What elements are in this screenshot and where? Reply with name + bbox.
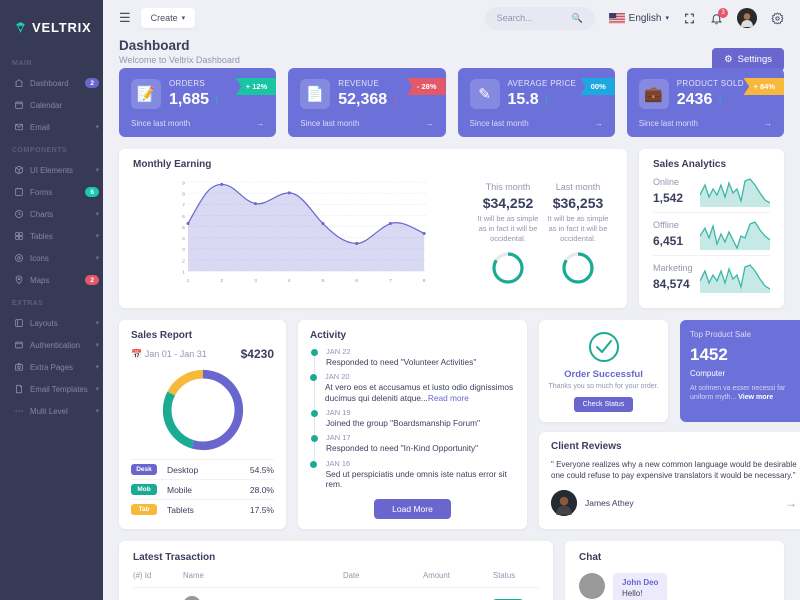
svg-text:7: 7 bbox=[389, 278, 392, 284]
svg-text:4: 4 bbox=[182, 236, 185, 242]
svg-text:4: 4 bbox=[288, 278, 291, 284]
svg-text:3: 3 bbox=[254, 278, 257, 284]
svg-text:6: 6 bbox=[182, 214, 185, 220]
svg-text:8: 8 bbox=[423, 278, 426, 284]
svg-text:1: 1 bbox=[182, 269, 185, 275]
svg-text:3: 3 bbox=[182, 247, 185, 253]
svg-text:5: 5 bbox=[322, 278, 325, 284]
svg-text:6: 6 bbox=[355, 278, 358, 284]
svg-text:2: 2 bbox=[182, 258, 185, 264]
svg-text:9: 9 bbox=[182, 180, 185, 186]
svg-text:7: 7 bbox=[182, 203, 185, 209]
svg-text:1: 1 bbox=[187, 278, 190, 284]
svg-text:8: 8 bbox=[182, 192, 185, 198]
svg-text:5: 5 bbox=[182, 225, 185, 231]
svg-text:2: 2 bbox=[220, 278, 223, 284]
